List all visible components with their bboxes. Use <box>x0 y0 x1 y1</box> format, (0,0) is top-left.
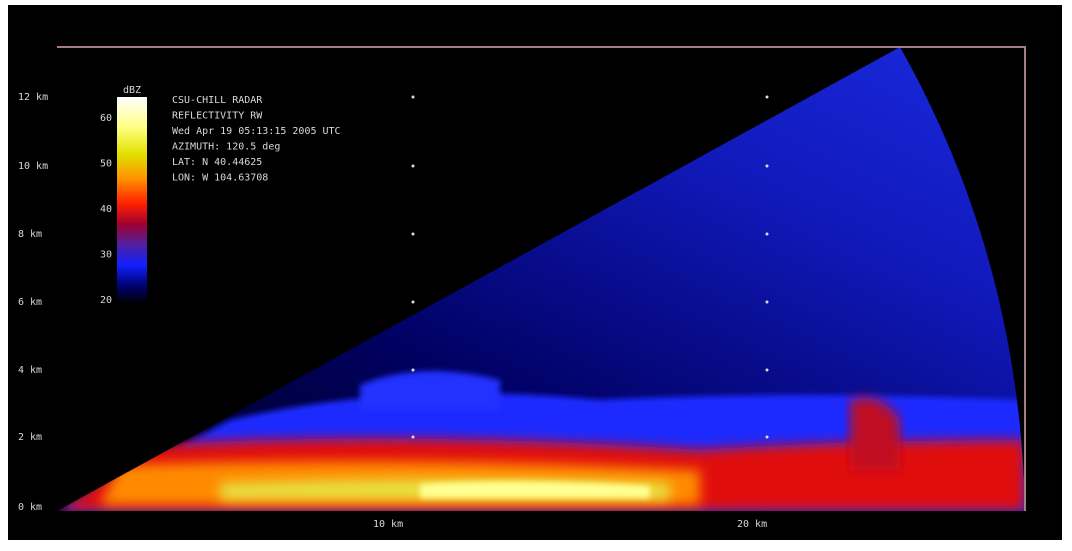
y-tick-label: 6 km <box>18 297 42 308</box>
radar-plot: dBZ 60 50 40 30 20 12 km 10 km 8 km 6 km 4 km 2 km… <box>0 0 1072 551</box>
y-tick-label: 10 km <box>18 161 48 172</box>
info-line: AZIMUTH: 120.5 deg <box>172 142 280 153</box>
colorbar-label: 40 <box>100 204 112 215</box>
colorbar-label: 30 <box>100 250 112 261</box>
colorbar-label: 50 <box>100 159 112 170</box>
info-line: REFLECTIVITY RW <box>172 111 263 122</box>
info-line: LAT: N 40.44625 <box>172 157 262 168</box>
y-tick-label: 0 km <box>18 502 42 513</box>
x-tick-label: 20 km <box>737 519 767 530</box>
colorbar-unit: dBZ <box>123 85 141 96</box>
colorbar-label: 60 <box>100 113 112 124</box>
info-line: Wed Apr 19 05:13:15 2005 UTC <box>172 126 341 137</box>
colorbar <box>117 97 147 302</box>
x-tick-label: 10 km <box>373 519 403 530</box>
page: {"plot": { "info_lines": ["CSU-CHILL RAD… <box>0 0 1072 551</box>
y-tick-label: 8 km <box>18 229 42 240</box>
y-tick-label: 4 km <box>18 365 42 376</box>
y-tick-label: 2 km <box>18 432 42 443</box>
info-line: CSU-CHILL RADAR <box>172 95 263 106</box>
colorbar-label: 20 <box>100 295 112 306</box>
info-line: LON: W 104.63708 <box>172 173 268 184</box>
y-tick-label: 12 km <box>18 92 48 103</box>
